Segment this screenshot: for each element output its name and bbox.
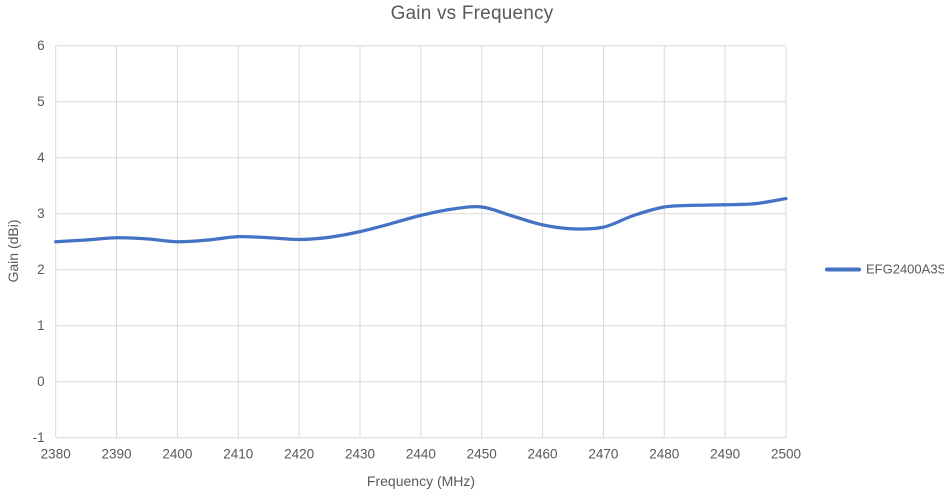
x-tick-label: 2470 (588, 447, 618, 462)
x-tick-label: 2430 (345, 447, 375, 462)
x-tick-label: 2450 (467, 447, 497, 462)
y-tick-label: 0 (37, 374, 45, 389)
legend: EFG2400A3S (825, 262, 944, 277)
y-tick-label: 2 (37, 262, 45, 277)
x-tick-label: 2500 (771, 447, 801, 462)
y-tick-label: -1 (33, 430, 45, 445)
x-tick-label: 2440 (406, 447, 436, 462)
x-tick-label: 2460 (528, 447, 558, 462)
x-tick-label: 2480 (649, 447, 679, 462)
y-tick-label: 6 (37, 38, 45, 53)
series-lines (54, 196, 788, 244)
x-tick-label: 2380 (41, 447, 71, 462)
x-tick-label: 2490 (710, 447, 740, 462)
y-tick-label: 1 (37, 318, 45, 333)
y-tick-label: 3 (37, 206, 45, 221)
x-tick-label: 2400 (162, 447, 192, 462)
tick-labels: -1 0 1 2 3 4 5 6 2380 2390 2400 2410 2420 2430 2440 245… (33, 38, 801, 462)
y-tick-label: 5 (37, 94, 45, 109)
y-tick-label: 4 (37, 150, 45, 165)
legend-series-label: EFG2400A3S (866, 261, 944, 277)
x-axis-title: Frequency (MHz) (366, 473, 476, 489)
x-tick-label: 2420 (284, 447, 314, 462)
series-line-EFG2400A3S (54, 196, 788, 244)
chart-title: Gain vs Frequency (390, 3, 554, 24)
x-tick-label: 2410 (223, 447, 253, 462)
y-axis-title: Gain (dBi) (5, 219, 21, 283)
x-tick-label: 2390 (102, 447, 132, 462)
legend-line-swatch (825, 267, 861, 271)
